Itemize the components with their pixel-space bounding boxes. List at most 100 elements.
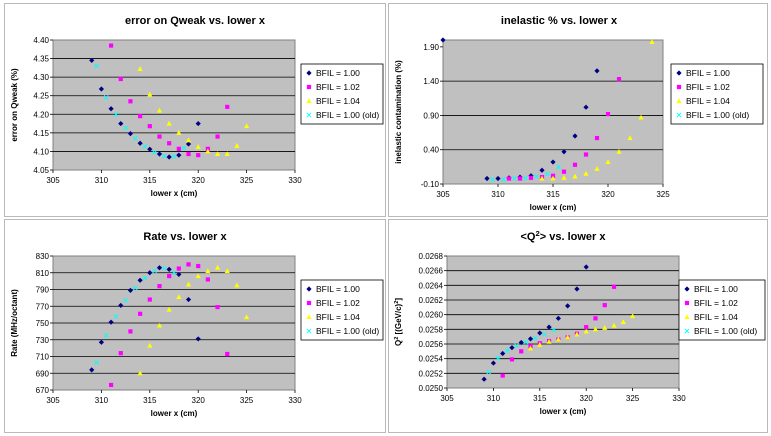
- series-1: [440, 37, 600, 182]
- legend-marker: [684, 300, 690, 306]
- legend-marker: ×: [684, 327, 691, 336]
- data-point: [539, 175, 545, 181]
- legend-entry: BFIL = 1.00: [316, 68, 360, 78]
- data-point: [205, 148, 211, 154]
- data-point: [611, 284, 617, 289]
- data-point: ×: [122, 124, 129, 133]
- y-axis-label: Rate (MHz/octant): [10, 289, 19, 357]
- data-point: [519, 349, 524, 354]
- data-point: [195, 120, 201, 127]
- data-point: [166, 154, 172, 160]
- data-point: ×: [93, 62, 100, 71]
- data-point: [583, 170, 589, 176]
- data-point: [185, 281, 192, 287]
- data-point: ×: [103, 331, 110, 340]
- data-point: [593, 316, 598, 321]
- data-point: ×: [550, 326, 557, 335]
- x-axis-label: lower x (cm): [151, 189, 198, 198]
- data-point: [440, 37, 446, 43]
- data-point: ×: [161, 264, 168, 273]
- data-point: [118, 76, 123, 82]
- data-point: [196, 263, 201, 269]
- chart-panel-inelastic: inelastic % vs. lower x -0.10 0.40 0.90 1.40…: [388, 3, 768, 217]
- data-point: ×: [113, 312, 120, 321]
- chart-title: <Q2> vs. lower x: [521, 229, 607, 244]
- y-tick-label: 4.40: [33, 36, 49, 45]
- chart-panel-rate: Rate vs. lower x 670 690 710 730 750 770 790 810…: [4, 219, 386, 433]
- data-point: [605, 159, 611, 165]
- legend-entry: BFIL = 1.00 (old): [694, 326, 757, 336]
- data-point: ×: [103, 93, 110, 102]
- data-point: ×: [541, 330, 548, 339]
- data-point: [495, 175, 501, 182]
- data-point: [195, 273, 201, 279]
- data-point: [225, 351, 230, 357]
- data-point: [561, 169, 567, 174]
- data-point: [224, 151, 230, 157]
- y-tick-label: 0.40: [423, 146, 439, 155]
- data-point: [550, 175, 556, 181]
- data-point: [649, 39, 655, 45]
- data-point: [244, 123, 250, 129]
- data-point: [481, 376, 487, 382]
- y-tick-label: 750: [36, 319, 50, 328]
- series-3: [527, 313, 636, 351]
- x-tick-label: 310: [95, 176, 109, 185]
- legend: [300, 63, 384, 125]
- data-point: [583, 264, 589, 270]
- data-point: [157, 134, 162, 139]
- data-point: [572, 133, 578, 139]
- data-point: [138, 114, 143, 119]
- x-tick-label: 330: [288, 176, 302, 185]
- data-point: [594, 68, 600, 74]
- plot-area: [52, 39, 296, 171]
- data-point: [215, 134, 220, 139]
- data-point: [157, 284, 162, 289]
- data-point: [166, 306, 172, 312]
- y-tick-label: 770: [36, 302, 50, 311]
- legend-marker: [306, 314, 312, 319]
- y-tick-label: 4.30: [33, 73, 49, 82]
- x-axis-label: lower x (cm): [540, 407, 587, 416]
- data-point: ×: [142, 142, 149, 151]
- data-point: ×: [142, 273, 149, 282]
- data-point: [611, 322, 617, 328]
- data-point: [630, 313, 636, 319]
- data-point: ×: [93, 358, 100, 367]
- data-point: [205, 277, 210, 282]
- data-point: [594, 135, 600, 141]
- data-point: [118, 351, 123, 356]
- y-tick-label: 830: [36, 252, 50, 261]
- y-tick-label: 710: [36, 353, 50, 362]
- x-tick-label: 310: [487, 394, 501, 403]
- data-point: ×: [171, 268, 178, 277]
- data-point: ×: [500, 175, 507, 184]
- y-tick-label: 0.90: [423, 111, 439, 120]
- legend-entry: BFIL = 1.00: [694, 284, 738, 294]
- data-point: [500, 373, 505, 378]
- legend-marker: [306, 300, 312, 306]
- data-point: [506, 176, 512, 181]
- y-tick-label: 670: [36, 386, 50, 395]
- y-tick-label: 1.90: [423, 43, 439, 52]
- y-tick-label: 790: [36, 286, 50, 295]
- data-point: ×: [122, 296, 129, 305]
- data-point: ×: [532, 334, 539, 343]
- legend-entry: BFIL = 1.00: [316, 284, 360, 294]
- data-point: [484, 175, 490, 182]
- data-point: [166, 120, 172, 126]
- data-point: ×: [171, 152, 178, 161]
- legend-entry: BFIL = 1.04: [694, 312, 738, 322]
- data-point: [196, 153, 201, 158]
- data-point: [156, 107, 163, 113]
- x-tick-label: 305: [440, 394, 454, 403]
- data-point: [602, 303, 607, 308]
- y-tick-label: 4.20: [33, 110, 49, 119]
- data-point: [583, 328, 589, 334]
- legend-marker: [676, 98, 682, 103]
- legend-entry: BFIL = 1.04: [686, 96, 730, 106]
- y-axis-label: Q2 [(GeV/c)2]: [394, 298, 403, 346]
- chart-svg-inelastic: inelastic % vs. lower x -0.10 0.40 0.90 1.40…: [394, 15, 764, 212]
- y-tick-label: 0.0268: [419, 252, 444, 261]
